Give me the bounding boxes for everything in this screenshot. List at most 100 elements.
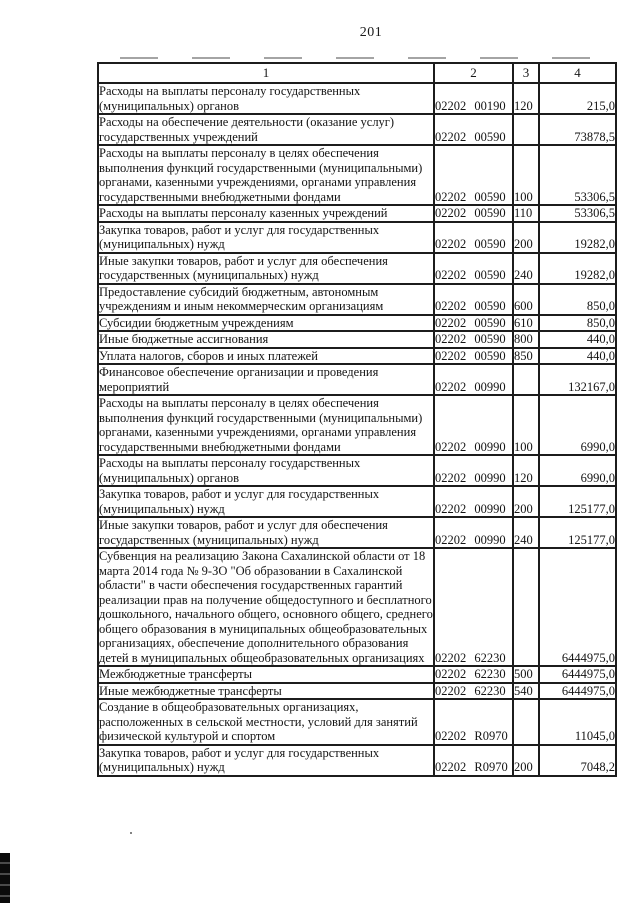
cell-code: 02202 00990 xyxy=(433,454,514,487)
table-header-row: 1 2 3 4 xyxy=(97,62,617,84)
cell-code: 02202 00590 xyxy=(433,113,514,146)
cell-amount: 132167,0 xyxy=(538,363,617,396)
cell-vr: 240 xyxy=(512,251,540,285)
table-row: Межбюджетные трансферты 02202 62230 500 644… xyxy=(97,665,617,684)
cell-label: Иные бюджетные ассигнования xyxy=(97,330,435,349)
table-row: Закупка товаров, работ и услуг для госуд… xyxy=(97,743,617,777)
cell-amount: 11045,0 xyxy=(538,698,617,746)
cell-code: 02202 00990 xyxy=(433,485,514,518)
cell-code: 02202 00590 xyxy=(433,282,514,316)
cell-label: Расходы на обеспечение деятельности (ока… xyxy=(97,113,435,146)
cell-amount: 125177,0 xyxy=(538,516,617,549)
cell-vr: 200 xyxy=(512,220,540,254)
cell-label: Создание в общеобразовательных организац… xyxy=(97,698,435,746)
cell-code: 02202 00590 xyxy=(433,330,514,349)
budget-table: 1 2 3 4 Расходы на выплаты персоналу гос… xyxy=(97,62,617,777)
cell-label: Межбюджетные трансферты xyxy=(97,665,435,684)
cell-label: Субвенция на реализацию Закона Сахалинск… xyxy=(97,547,435,667)
table-row: Финансовое обеспечение организации и про… xyxy=(97,363,617,396)
cell-label: Иные закупки товаров, работ и услуг для … xyxy=(97,251,435,285)
cell-amount: 6444975,0 xyxy=(538,681,617,700)
cell-vr: 600 xyxy=(512,282,540,316)
cell-vr: 100 xyxy=(512,394,540,456)
table-row: Иные закупки товаров, работ и услуг для … xyxy=(97,516,617,549)
table-body: Расходы на выплаты персоналу государстве… xyxy=(97,82,617,777)
cell-label: Расходы на выплаты персоналу казенных уч… xyxy=(97,204,435,223)
cell-label: Закупка товаров, работ и услуг для госуд… xyxy=(97,743,435,777)
cell-label: Расходы на выплаты персоналу в целях обе… xyxy=(97,144,435,206)
cell-amount: 850,0 xyxy=(538,313,617,332)
cell-amount: 53306,5 xyxy=(538,204,617,223)
cell-vr: 850 xyxy=(512,346,540,365)
cell-code: 02202 00590 xyxy=(433,313,514,332)
cell-label: Закупка товаров, работ и услуг для госуд… xyxy=(97,220,435,254)
cell-code: 02202 00990 xyxy=(433,394,514,456)
cell-vr xyxy=(512,113,540,146)
cell-label: Предоставление субсидий бюджетным, автон… xyxy=(97,282,435,316)
table-row: Расходы на выплаты персоналу в целях обе… xyxy=(97,394,617,456)
scan-artifact-dot xyxy=(130,832,132,834)
cell-label: Финансовое обеспечение организации и про… xyxy=(97,363,435,396)
cell-vr: 610 xyxy=(512,313,540,332)
cell-vr: 240 xyxy=(512,516,540,549)
table-row: Закупка товаров, работ и услуг для госуд… xyxy=(97,485,617,518)
cell-amount: 19282,0 xyxy=(538,251,617,285)
cell-code: 02202 00990 xyxy=(433,516,514,549)
cell-label: Закупка товаров, работ и услуг для госуд… xyxy=(97,485,435,518)
cell-code: 02202 00990 xyxy=(433,363,514,396)
cell-vr: 100 xyxy=(512,144,540,206)
table-row: Иные закупки товаров, работ и услуг для … xyxy=(97,251,617,285)
cell-vr: 540 xyxy=(512,681,540,700)
cell-code: 02202 00590 xyxy=(433,346,514,365)
cell-label: Расходы на выплаты персоналу в целях обе… xyxy=(97,394,435,456)
cell-vr xyxy=(512,547,540,667)
column-header-amount: 4 xyxy=(538,62,617,84)
cell-code: 02202 00590 xyxy=(433,220,514,254)
cell-vr xyxy=(512,363,540,396)
column-header-vr: 3 xyxy=(512,62,540,84)
cell-label: Субсидии бюджетным учреждениям xyxy=(97,313,435,332)
scan-artifact-dashes xyxy=(120,57,590,59)
scan-artifact-bar xyxy=(0,853,10,903)
cell-code: 02202 00190 xyxy=(433,82,514,115)
cell-amount: 440,0 xyxy=(538,346,617,365)
table-row: Субвенция на реализацию Закона Сахалинск… xyxy=(97,547,617,667)
cell-vr xyxy=(512,698,540,746)
table-row: Иные бюджетные ассигнования 02202 00590 80… xyxy=(97,330,617,349)
cell-label: Иные закупки товаров, работ и услуг для … xyxy=(97,516,435,549)
cell-vr: 120 xyxy=(512,454,540,487)
cell-code: 02202 00590 xyxy=(433,204,514,223)
column-header-name: 1 xyxy=(97,62,435,84)
cell-vr: 200 xyxy=(512,485,540,518)
cell-code: 02202 62230 xyxy=(433,665,514,684)
cell-label: Иные межбюджетные трансферты xyxy=(97,681,435,700)
cell-label: Расходы на выплаты персоналу государстве… xyxy=(97,82,435,115)
cell-code: 02202 62230 xyxy=(433,547,514,667)
cell-amount: 850,0 xyxy=(538,282,617,316)
cell-vr: 800 xyxy=(512,330,540,349)
table-row: Расходы на выплаты персоналу казенных уч… xyxy=(97,204,617,223)
cell-amount: 215,0 xyxy=(538,82,617,115)
cell-vr: 120 xyxy=(512,82,540,115)
table-row: Расходы на выплаты персоналу в целях обе… xyxy=(97,144,617,206)
cell-vr: 500 xyxy=(512,665,540,684)
cell-amount: 6444975,0 xyxy=(538,665,617,684)
cell-amount: 7048,2 xyxy=(538,743,617,777)
cell-amount: 6990,0 xyxy=(538,394,617,456)
table-row: Субсидии бюджетным учреждениям 02202 0059… xyxy=(97,313,617,332)
column-header-code: 2 xyxy=(433,62,514,84)
cell-amount: 6990,0 xyxy=(538,454,617,487)
table-row: Иные межбюджетные трансферты 02202 62230 5… xyxy=(97,681,617,700)
cell-label: Расходы на выплаты персоналу государстве… xyxy=(97,454,435,487)
cell-amount: 53306,5 xyxy=(538,144,617,206)
cell-amount: 19282,0 xyxy=(538,220,617,254)
cell-amount: 125177,0 xyxy=(538,485,617,518)
cell-code: 02202 62230 xyxy=(433,681,514,700)
cell-code: 02202 00590 xyxy=(433,251,514,285)
table-row: Создание в общеобразовательных организац… xyxy=(97,698,617,746)
cell-amount: 73878,5 xyxy=(538,113,617,146)
cell-code: 02202 R0970 xyxy=(433,698,514,746)
cell-vr: 110 xyxy=(512,204,540,223)
cell-amount: 440,0 xyxy=(538,330,617,349)
table-row: Закупка товаров, работ и услуг для госуд… xyxy=(97,220,617,254)
